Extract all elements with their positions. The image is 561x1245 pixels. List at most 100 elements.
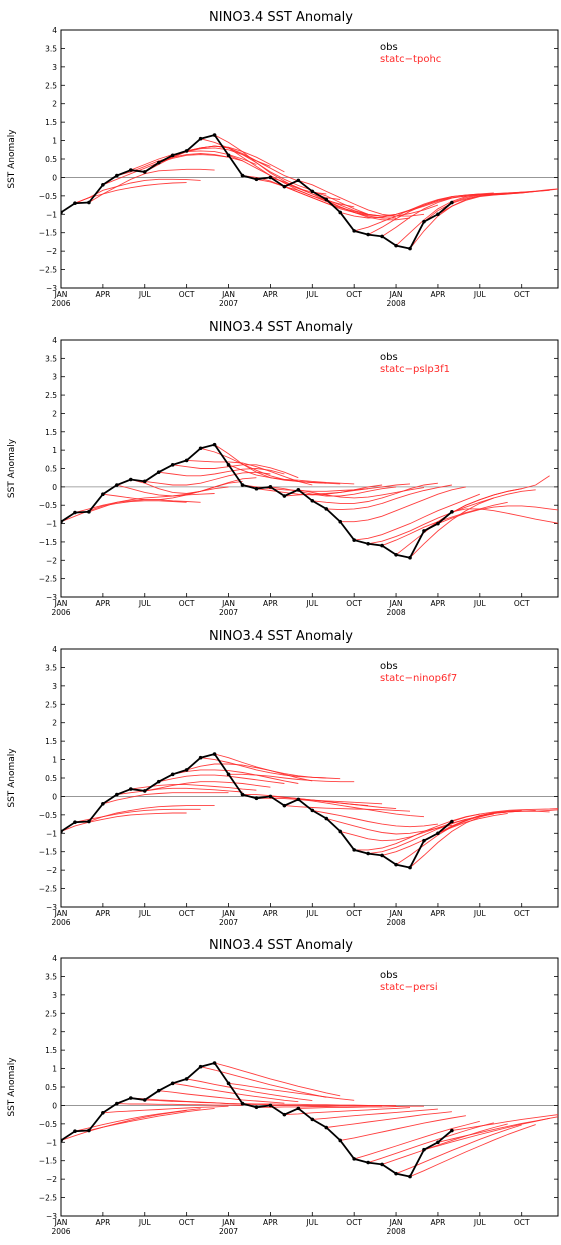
obs-point (268, 1103, 273, 1108)
obs-point (156, 1088, 161, 1093)
forecast-line (423, 475, 550, 532)
obs-point (310, 499, 315, 503)
y-tick-label: 3 (52, 682, 57, 691)
obs-point (324, 197, 329, 202)
forecast-line (158, 1090, 285, 1104)
obs-point (212, 752, 217, 756)
forecast-line (214, 134, 341, 200)
obs-point (394, 1171, 398, 1176)
x-tick-label: APR (431, 1218, 446, 1227)
obs-point (394, 552, 398, 557)
obs-point (61, 829, 63, 834)
obs-point (338, 829, 343, 834)
obs-point (422, 219, 426, 224)
y-tick-label: −1.5 (39, 1157, 57, 1166)
obs-point (101, 183, 105, 187)
forecast-line (88, 168, 215, 203)
obs-point (101, 492, 105, 497)
obs-point (212, 1061, 217, 1065)
y-tick-label: 1.5 (45, 1046, 57, 1055)
obs-point (422, 838, 426, 843)
obs-point (73, 1129, 77, 1134)
obs-point (310, 1117, 315, 1122)
obs-point (282, 803, 287, 808)
y-tick-label: 0.5 (45, 465, 57, 474)
y-tick-label: 2 (52, 1028, 57, 1037)
x-tick-label: JUL (305, 1218, 319, 1227)
obs-point (101, 802, 105, 806)
obs-point (87, 200, 91, 205)
x-tick-label: APR (431, 909, 446, 918)
y-tick-label: 0 (52, 173, 57, 182)
obs-point (296, 178, 301, 183)
obs-point (408, 246, 412, 251)
obs-point (450, 1128, 454, 1133)
x-tick-label: OCT (346, 1218, 362, 1227)
x-tick-label: JAN (221, 290, 235, 299)
obs-point (101, 1111, 105, 1115)
obs-point (115, 792, 119, 797)
chart-title: NINO3.4 SST Anomaly (209, 629, 353, 644)
obs-point (366, 541, 370, 546)
obs-point (324, 816, 329, 821)
obs-point (268, 794, 273, 799)
x-tick-year-label: 2008 (387, 608, 406, 617)
forecast-line (312, 1108, 438, 1120)
legend-model: statc−ninop6f7 (380, 673, 457, 684)
plot-frame (60, 648, 559, 908)
obs-point (282, 494, 287, 498)
y-tick-label: 4 (52, 336, 57, 345)
obs-point (254, 177, 259, 182)
x-tick-label: OCT (514, 1218, 530, 1227)
x-tick-label: JUL (473, 909, 487, 918)
y-tick-label: −1 (46, 1138, 57, 1147)
x-tick-label: OCT (346, 599, 362, 608)
obs-point (338, 210, 343, 215)
forecast-line (186, 763, 313, 782)
obs-point (198, 755, 203, 760)
x-tick-label: OCT (179, 290, 195, 299)
x-tick-year-label: 2007 (219, 608, 238, 617)
obs-point (408, 555, 412, 560)
y-tick-label: 4 (52, 26, 57, 35)
y-tick-label: 3 (52, 63, 57, 72)
obs-point (422, 1147, 426, 1152)
obs-point (436, 212, 440, 217)
x-tick-label: JAN (54, 909, 68, 918)
forecast-line (74, 1108, 201, 1132)
forecast-line (256, 1105, 383, 1108)
plot-frame (60, 957, 559, 1217)
obs-point (380, 234, 384, 239)
forecast-line (409, 489, 536, 559)
forecast-line (437, 505, 558, 525)
forecast-line (381, 501, 508, 547)
plot-area (61, 752, 558, 870)
obs-point (198, 446, 203, 451)
x-tick-label: JAN (221, 599, 235, 608)
y-tick-label: 3 (52, 373, 57, 382)
forecast-line (61, 500, 187, 523)
x-tick-label: APR (263, 909, 278, 918)
obs-point (352, 229, 356, 233)
x-tick-label: JUL (473, 290, 487, 299)
plot-area (61, 442, 558, 560)
x-tick-label: OCT (179, 1218, 195, 1227)
obs-point (450, 819, 454, 824)
obs-point (352, 538, 356, 542)
y-tick-label: −3 (46, 284, 57, 293)
obs-point (268, 485, 273, 489)
legend-model: statc−persi (380, 982, 438, 993)
forecast-line (284, 805, 411, 812)
obs-point (380, 543, 384, 548)
forecast-line (228, 773, 355, 783)
obs-point (282, 1112, 287, 1117)
forecast-line (354, 493, 480, 541)
x-tick-label: OCT (179, 599, 195, 608)
obs-point (254, 1105, 259, 1110)
forecast-line (368, 497, 494, 545)
chart-title: NINO3.4 SST Anomaly (209, 320, 353, 335)
y-axis-label: SST Anomaly (7, 129, 17, 189)
obs-point (61, 1138, 63, 1143)
obs-point (240, 173, 245, 178)
obs-point (170, 463, 175, 467)
